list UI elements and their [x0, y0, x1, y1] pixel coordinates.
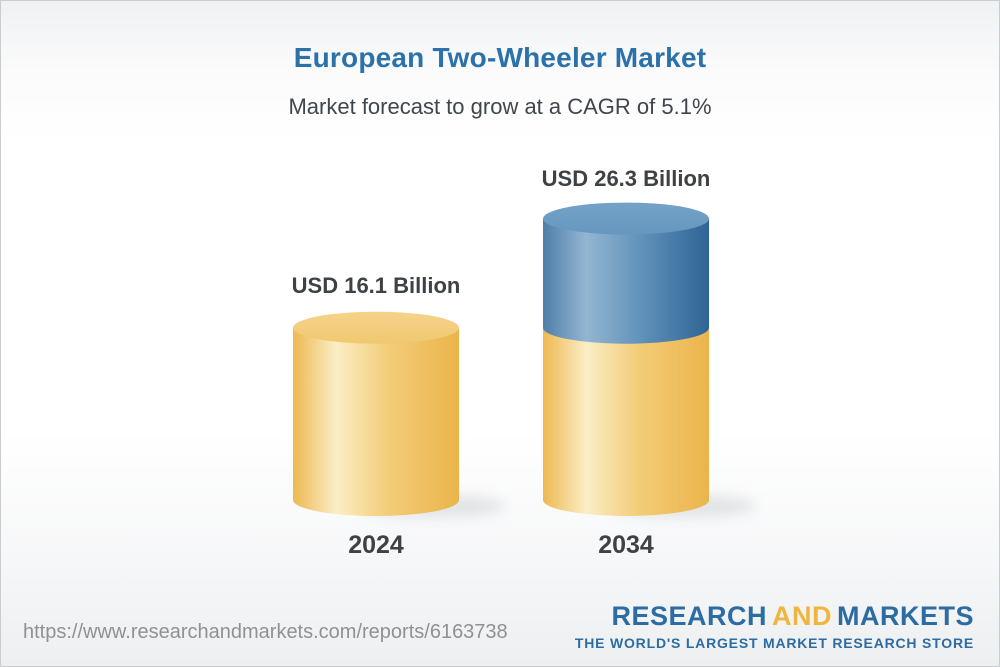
source-url: https://www.researchandmarkets.com/repor… [23, 621, 508, 643]
value-label-2024: USD 16.1 Billion [291, 273, 461, 298]
cylinder-top [543, 202, 709, 235]
page-title: European Two-Wheeler Market [293, 42, 707, 73]
segment-market-size-2024 [293, 327, 459, 516]
logo-wordmark: RESEARCH AND MARKETS [575, 601, 974, 632]
value-label-2034: USD 26.3 Billion [541, 166, 711, 191]
cylinder-bar-2024 [293, 311, 506, 518]
segment-base-2024-level [543, 327, 709, 516]
cylinder-top [293, 311, 459, 344]
logo-word-and: AND [772, 601, 832, 631]
logo-word-markets: MARKETS [837, 601, 974, 631]
cylinder-bar-2034 [543, 202, 756, 518]
page-subtitle: Market forecast to grow at a CAGR of 5.1… [288, 94, 712, 119]
logo-word-research: RESEARCH [611, 601, 767, 631]
category-label-2034: 2034 [598, 531, 654, 559]
segment-growth-2024-2034 [543, 218, 709, 344]
researchandmarkets-logo: RESEARCH AND MARKETS THE WORLD'S LARGEST M… [575, 601, 974, 651]
chart-header: European Two-Wheeler Market Market forec… [1, 1, 999, 120]
logo-tagline: THE WORLD'S LARGEST MARKET RESEARCH STOR… [574, 635, 974, 651]
category-label-2024: 2024 [348, 531, 404, 559]
